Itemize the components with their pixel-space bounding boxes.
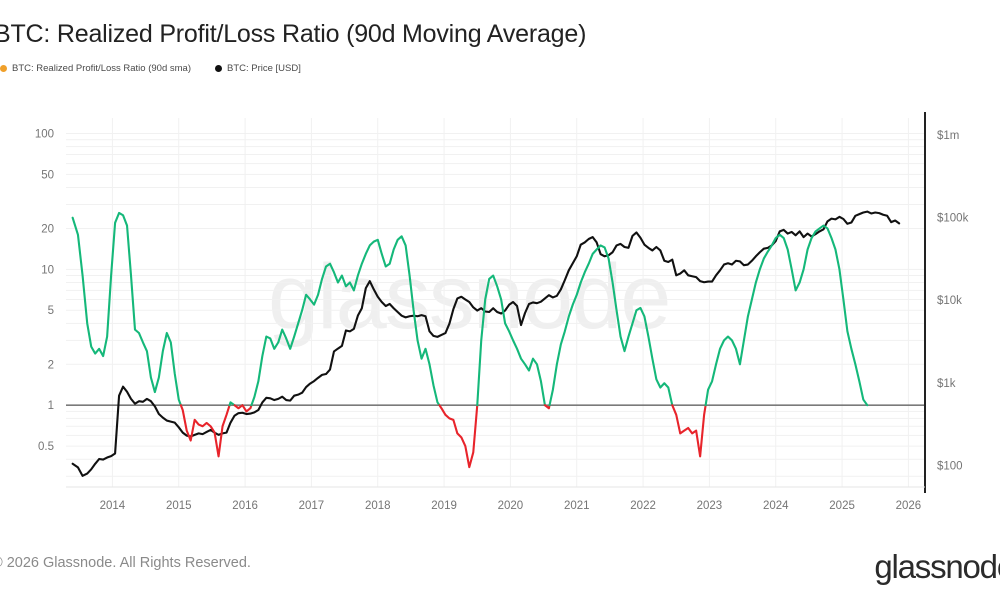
y-left-tick-label: 1 xyxy=(48,400,54,412)
x-tick-label: 2024 xyxy=(763,500,789,512)
y-right-tick-label: $1k xyxy=(937,378,956,390)
x-tick-label: 2016 xyxy=(232,500,258,512)
y-axis-right-ticks: $1m $100k $10k $1k $100 xyxy=(937,130,969,473)
legend-label-ratio: BTC: Realized Profit/Loss Ratio (90d sma… xyxy=(12,63,191,74)
x-tick-label: 2021 xyxy=(564,500,590,512)
x-tick-label: 2019 xyxy=(431,500,457,512)
watermark: glassnode xyxy=(268,246,671,348)
x-tick-label: 2023 xyxy=(697,500,723,512)
legend-label-price: BTC: Price [USD] xyxy=(226,63,301,74)
series-ratio-line xyxy=(71,211,869,469)
series-price-line xyxy=(71,210,901,477)
x-axis-ticks: 2014 2015 2016 2017 2018 2019 2020 2021 2022 2023… xyxy=(100,500,922,512)
footer-logo: glassnode xyxy=(874,548,1000,585)
y-left-tick-label: 0.5 xyxy=(38,441,54,453)
y-left-tick-label: 2 xyxy=(48,359,54,371)
x-tick-label: 2017 xyxy=(299,500,325,512)
y-right-tick-label: $10k xyxy=(937,295,962,307)
legend-dot-icon-price xyxy=(214,65,222,73)
x-tick-label: 2018 xyxy=(365,500,391,512)
x-tick-label: 2015 xyxy=(166,500,192,512)
x-tick-label: 2014 xyxy=(100,500,126,512)
x-tick-label: 2020 xyxy=(498,500,524,512)
footer-copyright: © 2026 Glassnode. All Rights Reserved. xyxy=(0,555,251,571)
legend-item-price[interactable]: BTC: Price [USD] xyxy=(214,63,301,74)
gridlines xyxy=(66,118,925,487)
y-left-tick-label: 20 xyxy=(41,223,54,235)
y-right-tick-label: $100k xyxy=(937,213,969,225)
y-right-tick-label: $1m xyxy=(937,130,959,142)
y-left-tick-label: 100 xyxy=(35,128,54,140)
chart-legend: BTC: Realized Profit/Loss Ratio (90d sma… xyxy=(0,64,301,74)
axis-lines xyxy=(66,112,926,493)
y-axis-left-ticks: 100 50 20 10 5 2 1 0.5 xyxy=(35,128,54,453)
legend-item-ratio[interactable]: BTC: Realized Profit/Loss Ratio (90d sma… xyxy=(0,64,191,74)
y-left-tick-label: 10 xyxy=(41,264,54,276)
y-left-tick-label: 5 xyxy=(48,305,54,317)
y-right-tick-label: $100 xyxy=(937,461,963,473)
legend-dot-icon-ratio xyxy=(0,65,7,73)
page-title: BTC: Realized Profit/Loss Ratio (90d Mov… xyxy=(0,20,587,48)
x-tick-label: 2022 xyxy=(630,500,656,512)
x-tick-label: 2025 xyxy=(829,500,855,512)
y-left-tick-label: 50 xyxy=(41,169,54,181)
x-tick-label: 2026 xyxy=(896,500,922,512)
